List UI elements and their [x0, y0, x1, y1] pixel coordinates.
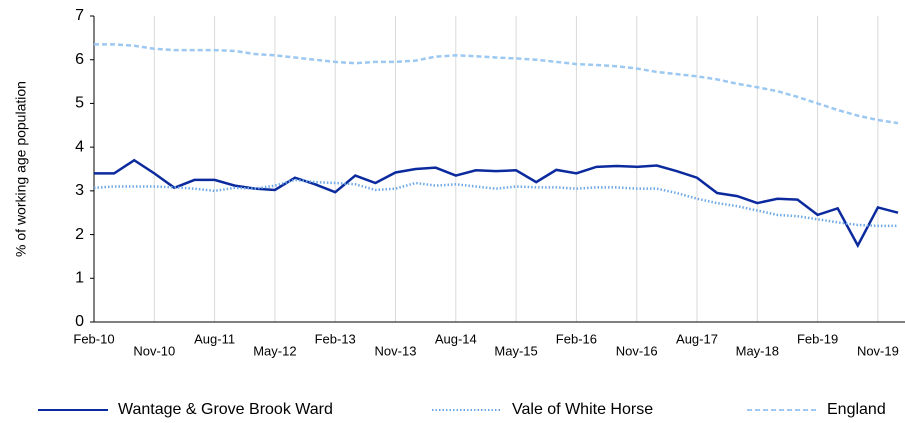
x-tick-label: Feb-10 [73, 331, 114, 346]
x-tick-label: Aug-17 [676, 331, 718, 346]
x-tick-label: May-18 [736, 343, 779, 358]
y-tick-label: 0 [75, 313, 84, 330]
y-tick-label: 6 [75, 51, 84, 68]
series-line [94, 43, 899, 125]
x-tick-label: Nov-19 [857, 343, 899, 358]
series-line [94, 158, 899, 249]
y-tick-label: 5 [75, 95, 84, 112]
x-tick-label: Feb-13 [315, 331, 356, 346]
y-tick-label: 7 [75, 7, 84, 24]
x-tick-label: Nov-10 [133, 343, 175, 358]
legend-label: England [827, 401, 886, 418]
series-line [93, 178, 898, 228]
x-tick-label: Feb-16 [556, 331, 597, 346]
y-axis-label: % of working age population [13, 81, 29, 257]
y-tick-label: 1 [75, 270, 84, 287]
legend-label: Wantage & Grove Brook Ward [118, 401, 333, 418]
x-tick-label: Feb-19 [797, 331, 838, 346]
x-tick-label: Aug-14 [435, 331, 477, 346]
x-tick-label: Aug-11 [194, 331, 235, 346]
x-tick-label: May-15 [494, 343, 537, 358]
y-tick-label: 2 [75, 226, 84, 243]
y-tick-label: 3 [75, 182, 84, 199]
x-tick-label: Nov-16 [616, 343, 658, 358]
legend-label: Vale of White Horse [512, 401, 653, 418]
x-tick-label: May-12 [253, 343, 296, 358]
x-tick-label: Nov-13 [375, 343, 417, 358]
y-tick-label: 4 [75, 138, 84, 155]
